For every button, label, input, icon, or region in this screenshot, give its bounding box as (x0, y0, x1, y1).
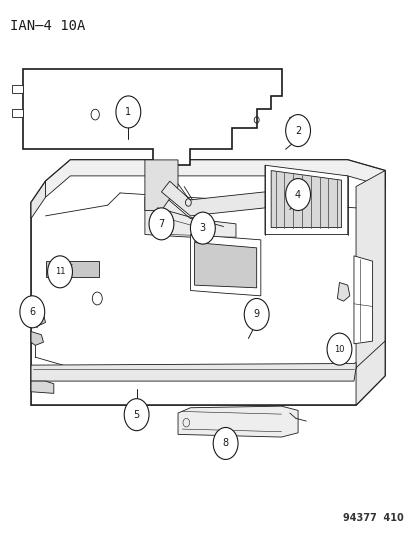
Polygon shape (145, 197, 235, 237)
Polygon shape (289, 117, 297, 131)
Polygon shape (264, 165, 347, 235)
Polygon shape (31, 362, 355, 381)
Text: 94377  410: 94377 410 (342, 513, 403, 523)
Polygon shape (31, 160, 384, 405)
Circle shape (20, 296, 45, 328)
Text: 6: 6 (29, 307, 35, 317)
Text: 3: 3 (199, 223, 205, 233)
Circle shape (213, 427, 237, 459)
Polygon shape (31, 332, 43, 345)
Polygon shape (271, 171, 341, 228)
Text: 1: 1 (125, 107, 131, 117)
Polygon shape (190, 235, 260, 296)
Polygon shape (178, 406, 297, 437)
Polygon shape (45, 261, 99, 277)
Circle shape (285, 179, 310, 211)
Polygon shape (337, 282, 349, 301)
Polygon shape (194, 243, 256, 288)
Polygon shape (31, 381, 54, 393)
Text: 9: 9 (253, 310, 259, 319)
Text: 7: 7 (158, 219, 164, 229)
Circle shape (149, 208, 173, 240)
Circle shape (285, 115, 310, 147)
Text: 4: 4 (294, 190, 300, 199)
Text: 11: 11 (55, 268, 65, 276)
Circle shape (116, 96, 140, 128)
Polygon shape (355, 171, 384, 405)
Circle shape (124, 399, 149, 431)
Circle shape (326, 333, 351, 365)
Text: 2: 2 (294, 126, 301, 135)
Polygon shape (31, 181, 45, 219)
Polygon shape (12, 109, 23, 117)
Circle shape (244, 298, 268, 330)
Circle shape (47, 256, 72, 288)
Text: 10: 10 (333, 345, 344, 353)
Circle shape (190, 212, 215, 244)
Polygon shape (145, 160, 178, 211)
Text: 5: 5 (133, 410, 140, 419)
Text: IAN–4 10A: IAN–4 10A (10, 19, 85, 33)
Text: 8: 8 (222, 439, 228, 448)
Polygon shape (23, 69, 281, 165)
Polygon shape (353, 256, 372, 344)
Polygon shape (31, 312, 45, 326)
Polygon shape (45, 160, 384, 197)
Polygon shape (12, 85, 23, 93)
Polygon shape (161, 181, 264, 216)
